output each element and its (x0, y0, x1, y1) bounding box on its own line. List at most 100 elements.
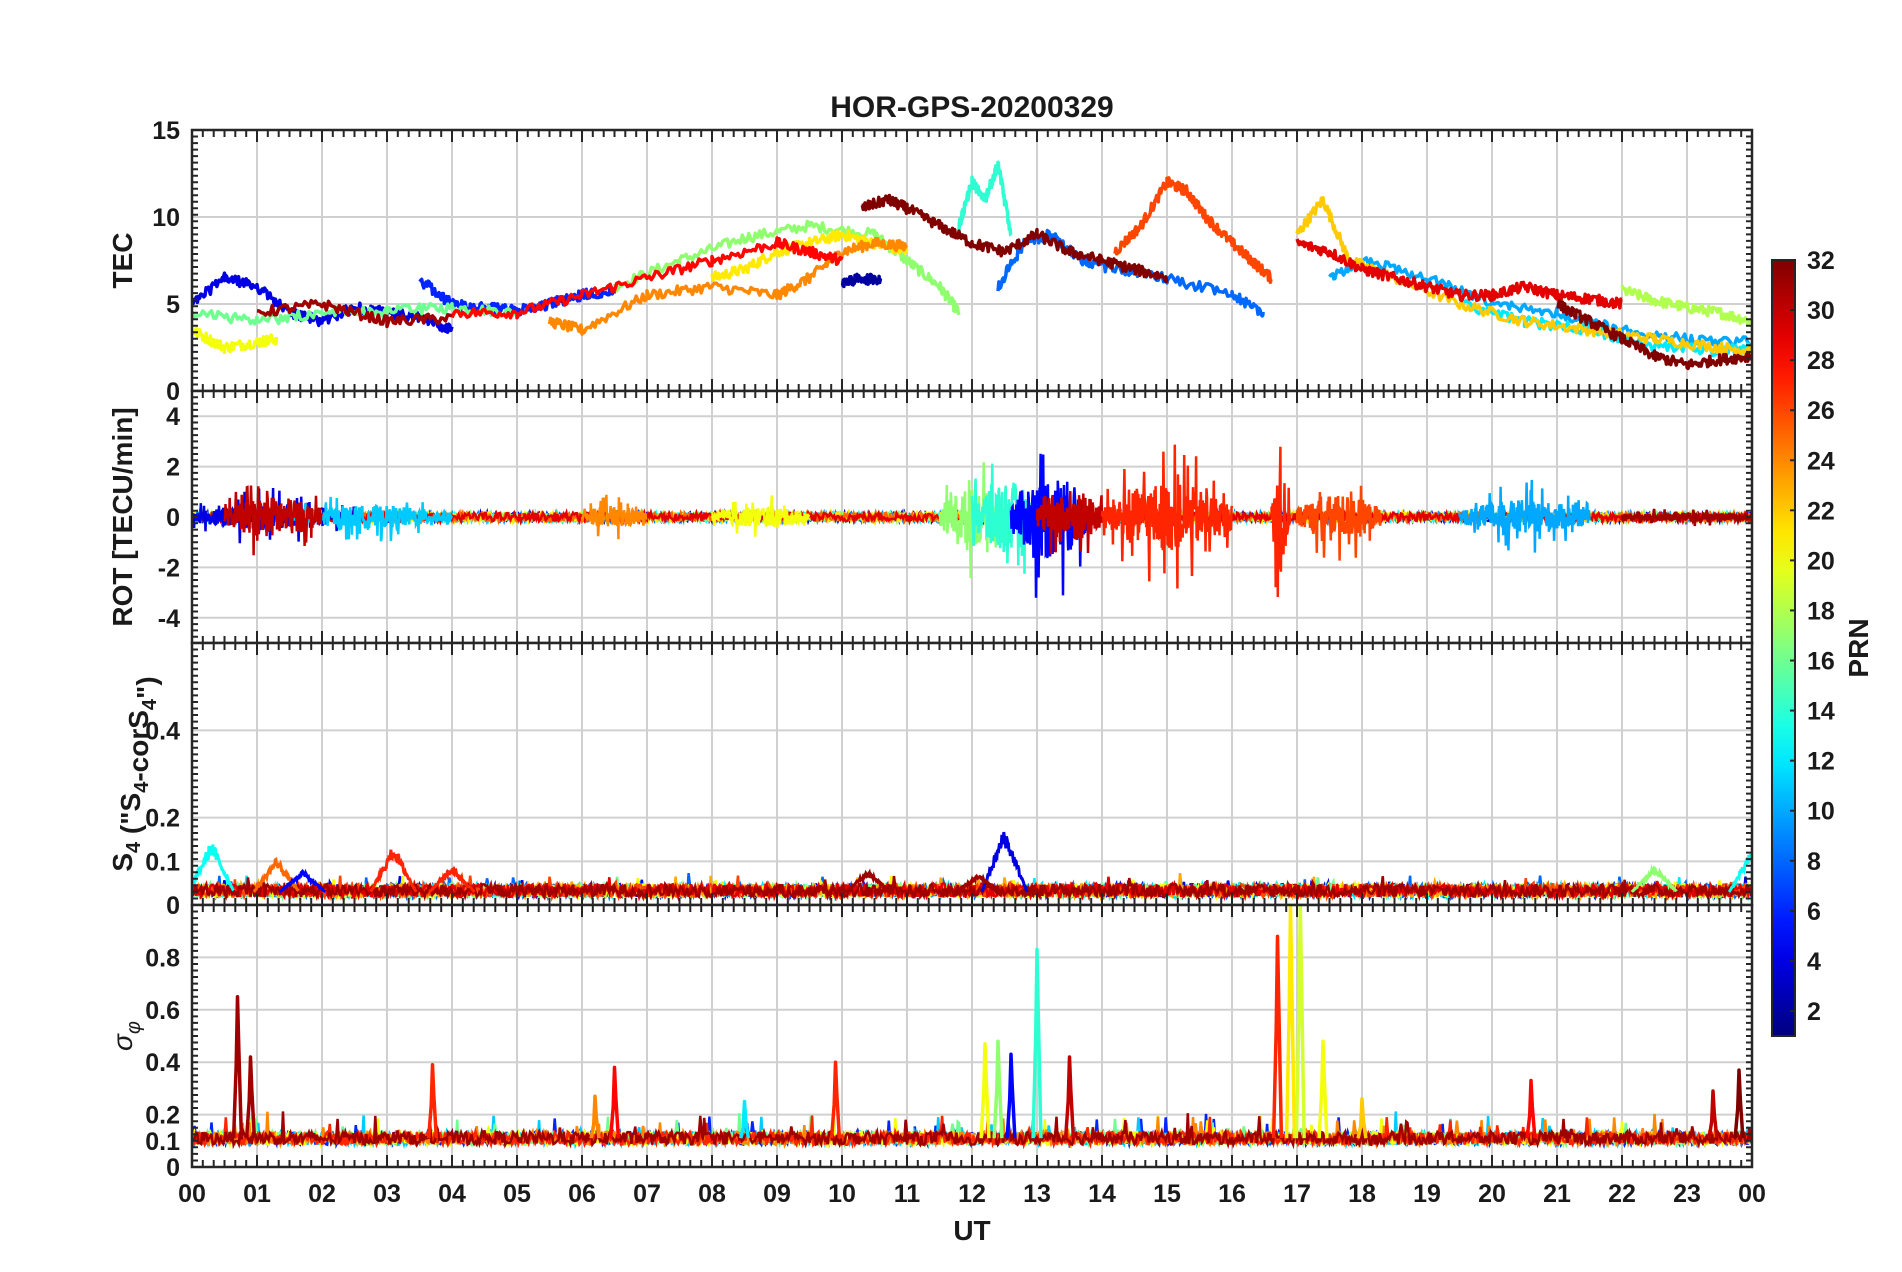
x-tick-label: 20 (1478, 1180, 1506, 1208)
tec-series-prn-29 (1295, 238, 1623, 310)
colorbar-tick-label: 16 (1807, 648, 1835, 676)
colorbar-tick-label: 18 (1807, 597, 1835, 625)
x-tick-label: 07 (633, 1180, 661, 1208)
x-tick-label: 00 (178, 1180, 206, 1208)
rot-burst-prn-30 (223, 485, 323, 556)
colorbar-tick-label: 2 (1807, 998, 1821, 1026)
y-tick-label: -2 (158, 554, 180, 582)
tec-series-prn-32 (860, 193, 1169, 284)
s4-event-prn-27 (369, 849, 418, 893)
s4-event-prn-13 (192, 844, 235, 892)
tec-series-prn-31 (256, 298, 453, 329)
tec-series-prn-24 (547, 236, 908, 336)
y-tick-label: 15 (152, 117, 180, 145)
axis-ticks (191, 904, 1753, 1168)
s4-event-prn-17 (1630, 864, 1678, 893)
rot-burst-prn-26 (1295, 485, 1383, 561)
colorbar-tick-label: 24 (1807, 447, 1835, 475)
rot-burst-prn-27 (1270, 446, 1292, 598)
y-axis-title-sigma_phi: σφ (107, 1021, 145, 1051)
x-tick-label: 14 (1088, 1180, 1116, 1208)
colorbar-tick-label: 6 (1807, 898, 1821, 926)
x-tick-label: 01 (243, 1180, 271, 1208)
rot-burst-prn-20 (711, 495, 811, 537)
sigma-spike-prn-17 (992, 1039, 1004, 1139)
colorbar-tick-label: 12 (1807, 748, 1835, 776)
colorbar-tick-label: 22 (1807, 497, 1835, 525)
sigma-spike-prn-31 (244, 1055, 257, 1139)
sigma-spike-prn-30 (1707, 1089, 1719, 1139)
axis-ticks (191, 642, 1753, 906)
panel-s4: 0 0.1 0.2 0.4S4 ("S4-corS4") (107, 641, 1754, 920)
sigma-spike-prn-28 (608, 1065, 621, 1139)
traces (192, 444, 1752, 598)
y-tick-label: 0 (166, 504, 180, 532)
y-axis-title-tec: TEC (107, 233, 138, 289)
x-tick-label: 04 (438, 1180, 466, 1208)
tec-series-prn-18 (1620, 284, 1752, 326)
colorbar-label: PRN (1843, 618, 1874, 677)
tec-series-prn-10 (1328, 256, 1752, 348)
x-tick-label: 15 (1153, 1180, 1181, 1208)
s4-event-prn-27 (428, 865, 476, 893)
x-tick-label: 11 (894, 1180, 921, 1208)
tec-series-prn-14 (957, 160, 1013, 237)
colorbar-tick-label: 30 (1807, 297, 1835, 325)
tec-series-prn-32 (1556, 299, 1752, 371)
x-tick-label: 03 (373, 1180, 401, 1208)
sigma-spike-prn-20 (1317, 1039, 1329, 1139)
y-tick-label: 0.8 (145, 944, 180, 972)
y-tick-label: 10 (152, 204, 180, 232)
rot-burst-prn-30 (1035, 491, 1104, 555)
y-tick-label: -4 (158, 605, 180, 633)
sigma-spike-prn-32 (1733, 1068, 1745, 1139)
x-tick-label: 06 (568, 1180, 596, 1208)
y-tick-label: 2 (166, 454, 180, 482)
y-tick-label: 0.1 (145, 1128, 180, 1156)
y-tick-label: 0.1 (145, 848, 180, 876)
x-tick-label: 23 (1673, 1180, 1701, 1208)
colorbar-gradient (1772, 260, 1795, 1036)
colorbar-tick-label: 26 (1807, 397, 1835, 425)
colorbar-tick-label: 32 (1807, 247, 1835, 275)
y-tick-label: 0.2 (145, 805, 180, 833)
colorbar-tick-label: 10 (1807, 798, 1835, 826)
sigma-spike-prn-31 (231, 994, 244, 1139)
sigma-spike-prn-27 (1271, 934, 1284, 1139)
x-tick-label: 17 (1283, 1180, 1311, 1208)
x-tick-label: 08 (698, 1180, 726, 1208)
tec-series-prn-17 (612, 219, 961, 316)
x-tick-label: 10 (828, 1180, 856, 1208)
y-tick-label: 0 (166, 378, 180, 406)
sigma-spike-prn-28 (1525, 1078, 1537, 1139)
x-tick-label: 05 (503, 1180, 531, 1208)
x-tick-label: 18 (1348, 1180, 1376, 1208)
axis-ticks (191, 129, 1753, 392)
panel-rot: -4 -2 0 2 4 ROT [TECU/min] (107, 389, 1754, 645)
traces (192, 905, 1752, 1150)
sigma-spike-prn-27 (829, 1060, 842, 1139)
colorbar-tick-label: 14 (1807, 698, 1835, 726)
y-tick-label: 0.4 (145, 717, 180, 745)
colorbar-tick-label: 8 (1807, 848, 1821, 876)
tec-series-prn-26 (1113, 176, 1273, 285)
panel-tec: 0 5 10 15 TEC (107, 117, 1754, 406)
sigma-spike-prn-24 (589, 1094, 601, 1139)
s4-event-prn-31 (844, 868, 892, 894)
sigma-spike-prn-22 (1356, 1097, 1368, 1139)
sigma-spike-prn-5 (1005, 1052, 1017, 1139)
x-tick-label: 13 (1023, 1180, 1051, 1208)
tec-series-prn-2 (840, 272, 883, 289)
rot-burst-prn-10 (1458, 479, 1591, 553)
s4-event-prn-5 (278, 868, 327, 894)
x-tick-label: 00 (1738, 1180, 1766, 1208)
traces (192, 160, 1752, 371)
sigma-spike-prn-14 (1031, 947, 1043, 1139)
sigma-spike-prn-27 (426, 1063, 439, 1139)
tec-series-prn-28 (450, 236, 844, 320)
x-tick-label: 21 (1543, 1180, 1571, 1208)
sigma-spike-prn-30 (1063, 1055, 1076, 1139)
